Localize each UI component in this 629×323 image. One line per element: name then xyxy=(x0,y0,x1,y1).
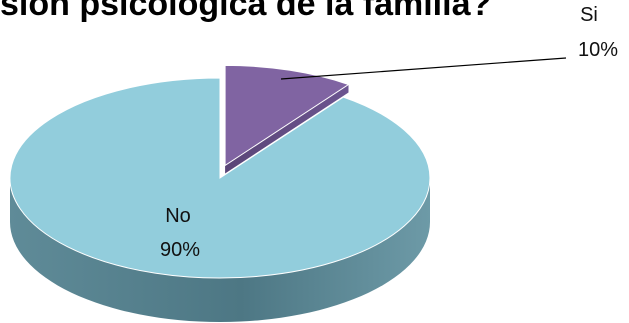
si-leader-line xyxy=(281,58,566,79)
slice-label-no-percent: 90% xyxy=(160,239,200,261)
slice-label-si-percent: 10% xyxy=(578,39,618,61)
slice-label-si-name: Si xyxy=(580,4,598,26)
slice-label-no-name: No xyxy=(165,205,191,227)
pie-slices xyxy=(10,65,430,322)
slice-no xyxy=(10,78,430,278)
